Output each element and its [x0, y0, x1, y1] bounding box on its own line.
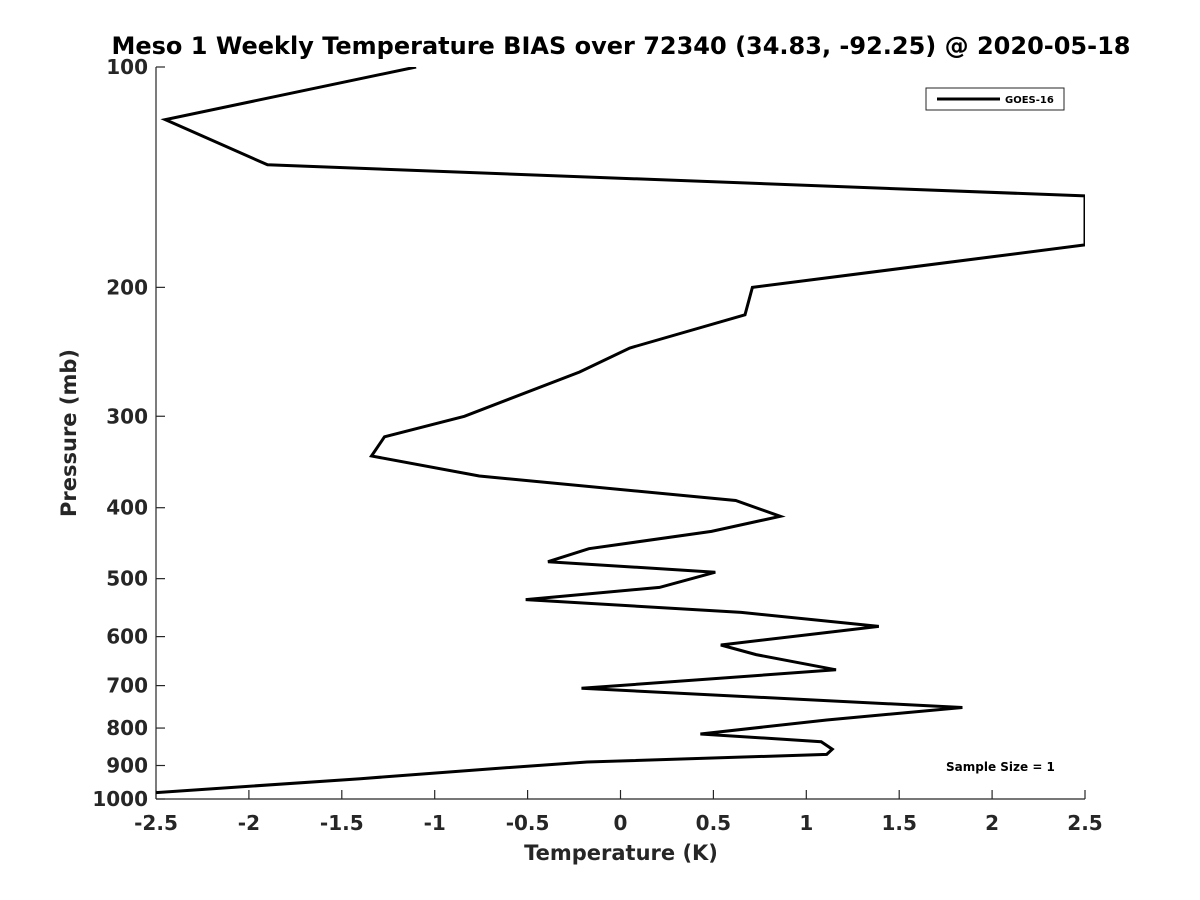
y-tick-label: 900 [106, 754, 148, 778]
legend: GOES-16 [925, 87, 1065, 111]
x-axis-ticks: -2.5 -2 -1.5 -1 -0.5 0 0.5 1 1.5 2 2.5 [134, 790, 1103, 835]
y-tick-label: 200 [106, 275, 148, 299]
x-tick-label: 2 [985, 811, 999, 835]
x-tick-label: -2 [238, 811, 260, 835]
y-axis-label: Pressure (mb) [57, 349, 81, 517]
y-tick-label: 1000 [92, 787, 148, 811]
x-tick-label: 2.5 [1067, 811, 1102, 835]
series-line-goes-16 [156, 67, 1085, 795]
y-tick-label: 400 [106, 496, 148, 520]
sample-size-annotation: Sample Size = 1 [946, 760, 1055, 774]
series-layer [156, 67, 1085, 795]
x-tick-label: 1 [799, 811, 813, 835]
y-tick-label: 800 [106, 716, 148, 740]
y-tick-label: 300 [106, 404, 148, 428]
x-tick-label: -0.5 [506, 811, 550, 835]
x-axis-label: Temperature (K) [524, 841, 718, 865]
y-axis-ticks: 100 200 300 400 500 600 700 800 900 1000 [92, 55, 165, 811]
x-tick-label: -1.5 [320, 811, 364, 835]
x-tick-label: -2.5 [134, 811, 178, 835]
y-tick-label: 600 [106, 625, 148, 649]
chart-title: Meso 1 Weekly Temperature BIAS over 7234… [111, 32, 1130, 60]
x-tick-label: -1 [424, 811, 446, 835]
y-tick-label: 100 [106, 55, 148, 79]
y-tick-label: 700 [106, 674, 148, 698]
y-tick-label: 500 [106, 567, 148, 591]
legend-label-goes-16: GOES-16 [1005, 95, 1054, 106]
x-tick-label: 0 [614, 811, 628, 835]
x-tick-label: 1.5 [881, 811, 916, 835]
x-tick-label: 0.5 [696, 811, 731, 835]
